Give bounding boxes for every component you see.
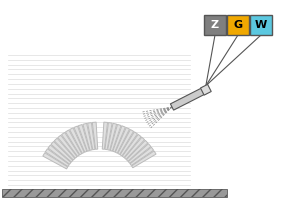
Polygon shape	[118, 130, 134, 154]
Polygon shape	[65, 130, 82, 155]
Bar	[250, 15, 272, 35]
Polygon shape	[115, 128, 130, 153]
Polygon shape	[122, 134, 141, 158]
Polygon shape	[43, 153, 68, 169]
Bar	[204, 15, 226, 35]
Polygon shape	[128, 144, 151, 163]
Polygon shape	[74, 126, 87, 152]
Text: Z: Z	[211, 20, 219, 30]
Polygon shape	[102, 122, 107, 149]
Text: G: G	[233, 20, 243, 30]
Polygon shape	[54, 138, 75, 160]
Bar	[227, 15, 249, 35]
Polygon shape	[48, 145, 71, 164]
Polygon shape	[105, 123, 112, 150]
Polygon shape	[92, 122, 98, 149]
Polygon shape	[127, 140, 148, 161]
Bar	[2, 189, 227, 197]
Polygon shape	[61, 132, 79, 156]
Polygon shape	[45, 149, 69, 167]
Polygon shape	[170, 87, 207, 110]
Polygon shape	[120, 132, 137, 156]
Polygon shape	[132, 151, 156, 168]
Polygon shape	[110, 124, 121, 151]
Polygon shape	[113, 126, 125, 152]
Polygon shape	[70, 128, 84, 153]
Polygon shape	[200, 84, 211, 95]
Polygon shape	[78, 125, 89, 151]
Polygon shape	[58, 135, 77, 158]
Polygon shape	[130, 147, 154, 165]
Polygon shape	[83, 123, 92, 150]
Polygon shape	[51, 141, 73, 162]
Polygon shape	[88, 123, 95, 150]
Polygon shape	[108, 123, 117, 150]
Text: W: W	[255, 20, 267, 30]
Bar	[2, 189, 227, 197]
Polygon shape	[124, 137, 145, 159]
